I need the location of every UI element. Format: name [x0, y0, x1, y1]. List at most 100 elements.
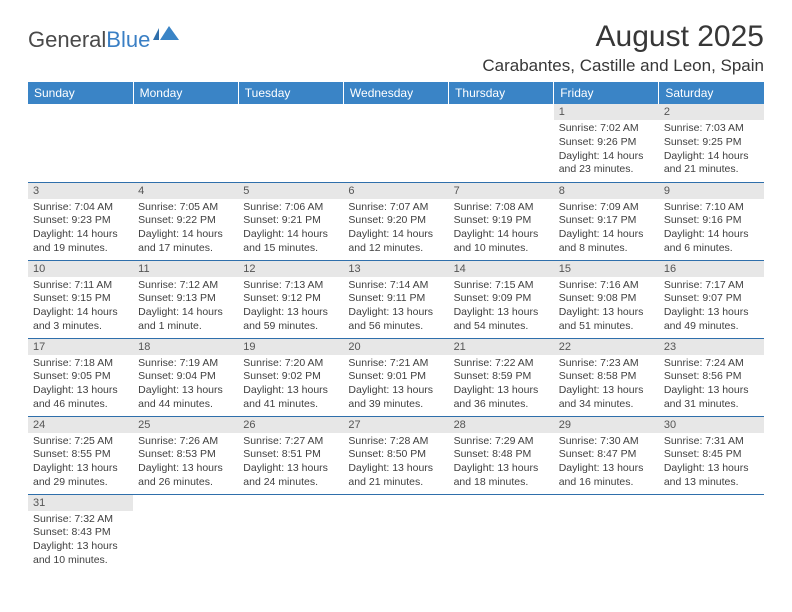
logo-flag-icon [153, 26, 179, 44]
logo-text-2: Blue [106, 27, 150, 53]
daylight-text: Daylight: 13 hours and 24 minutes. [243, 462, 338, 489]
sunrise-text: Sunrise: 7:22 AM [454, 357, 549, 371]
daylight-text: Daylight: 13 hours and 34 minutes. [559, 384, 654, 411]
sunset-text: Sunset: 9:19 PM [454, 214, 549, 228]
sunrise-text: Sunrise: 7:18 AM [33, 357, 128, 371]
day-number: 11 [133, 261, 238, 277]
day-details: Sunrise: 7:02 AMSunset: 9:26 PMDaylight:… [554, 120, 659, 180]
day-number: 29 [554, 417, 659, 433]
day-number: 30 [659, 417, 764, 433]
daylight-text: Daylight: 13 hours and 10 minutes. [33, 540, 128, 567]
calendar-cell: 23Sunrise: 7:24 AMSunset: 8:56 PMDayligh… [659, 338, 764, 416]
day-number: 9 [659, 183, 764, 199]
day-details: Sunrise: 7:20 AMSunset: 9:02 PMDaylight:… [238, 355, 343, 415]
calendar-cell: 21Sunrise: 7:22 AMSunset: 8:59 PMDayligh… [449, 338, 554, 416]
calendar-cell: 11Sunrise: 7:12 AMSunset: 9:13 PMDayligh… [133, 260, 238, 338]
header: GeneralBlue August 2025 Carabantes, Cast… [28, 20, 764, 76]
day-details: Sunrise: 7:26 AMSunset: 8:53 PMDaylight:… [133, 433, 238, 493]
calendar-row: 24Sunrise: 7:25 AMSunset: 8:55 PMDayligh… [28, 416, 764, 494]
day-number: 17 [28, 339, 133, 355]
calendar-cell: .. [28, 104, 133, 182]
logo: GeneralBlue [28, 20, 179, 54]
day-details: Sunrise: 7:17 AMSunset: 9:07 PMDaylight:… [659, 277, 764, 337]
day-number: 10 [28, 261, 133, 277]
daylight-text: Daylight: 13 hours and 29 minutes. [33, 462, 128, 489]
sunrise-text: Sunrise: 7:04 AM [33, 201, 128, 215]
calendar-cell: 19Sunrise: 7:20 AMSunset: 9:02 PMDayligh… [238, 338, 343, 416]
daylight-text: Daylight: 14 hours and 23 minutes. [559, 150, 654, 177]
sunset-text: Sunset: 9:08 PM [559, 292, 654, 306]
day-number: 21 [449, 339, 554, 355]
calendar-cell: 26Sunrise: 7:27 AMSunset: 8:51 PMDayligh… [238, 416, 343, 494]
day-details: Sunrise: 7:22 AMSunset: 8:59 PMDaylight:… [449, 355, 554, 415]
daylight-text: Daylight: 14 hours and 21 minutes. [664, 150, 759, 177]
daylight-text: Daylight: 13 hours and 36 minutes. [454, 384, 549, 411]
daylight-text: Daylight: 14 hours and 10 minutes. [454, 228, 549, 255]
daylight-text: Daylight: 13 hours and 16 minutes. [559, 462, 654, 489]
sunset-text: Sunset: 9:13 PM [138, 292, 233, 306]
daylight-text: Daylight: 14 hours and 6 minutes. [664, 228, 759, 255]
calendar-row: 10Sunrise: 7:11 AMSunset: 9:15 PMDayligh… [28, 260, 764, 338]
day-number: 19 [238, 339, 343, 355]
day-details: Sunrise: 7:07 AMSunset: 9:20 PMDaylight:… [343, 199, 448, 259]
day-number: 7 [449, 183, 554, 199]
sunset-text: Sunset: 9:22 PM [138, 214, 233, 228]
calendar-cell: 18Sunrise: 7:19 AMSunset: 9:04 PMDayligh… [133, 338, 238, 416]
calendar-cell: 28Sunrise: 7:29 AMSunset: 8:48 PMDayligh… [449, 416, 554, 494]
weekday-header: Sunday [28, 82, 133, 104]
day-number: 20 [343, 339, 448, 355]
day-number: 4 [133, 183, 238, 199]
sunset-text: Sunset: 8:43 PM [33, 526, 128, 540]
calendar-cell: .. [449, 104, 554, 182]
day-details: Sunrise: 7:29 AMSunset: 8:48 PMDaylight:… [449, 433, 554, 493]
sunset-text: Sunset: 9:20 PM [348, 214, 443, 228]
month-title: August 2025 [482, 20, 764, 54]
day-number: 12 [238, 261, 343, 277]
sunset-text: Sunset: 8:47 PM [559, 448, 654, 462]
calendar-cell: 9Sunrise: 7:10 AMSunset: 9:16 PMDaylight… [659, 182, 764, 260]
calendar-page: GeneralBlue August 2025 Carabantes, Cast… [0, 0, 792, 582]
calendar-cell: .. [449, 494, 554, 572]
sunrise-text: Sunrise: 7:02 AM [559, 122, 654, 136]
sunset-text: Sunset: 9:26 PM [559, 136, 654, 150]
day-number: 5 [238, 183, 343, 199]
daylight-text: Daylight: 14 hours and 12 minutes. [348, 228, 443, 255]
day-details: Sunrise: 7:11 AMSunset: 9:15 PMDaylight:… [28, 277, 133, 337]
sunset-text: Sunset: 8:51 PM [243, 448, 338, 462]
day-details: Sunrise: 7:27 AMSunset: 8:51 PMDaylight:… [238, 433, 343, 493]
sunset-text: Sunset: 9:11 PM [348, 292, 443, 306]
calendar-cell: 24Sunrise: 7:25 AMSunset: 8:55 PMDayligh… [28, 416, 133, 494]
calendar-cell: .. [238, 104, 343, 182]
day-number: 3 [28, 183, 133, 199]
sunset-text: Sunset: 9:25 PM [664, 136, 759, 150]
calendar-cell: .. [133, 104, 238, 182]
calendar-cell: 27Sunrise: 7:28 AMSunset: 8:50 PMDayligh… [343, 416, 448, 494]
weekday-header: Thursday [449, 82, 554, 104]
day-number: 26 [238, 417, 343, 433]
weekday-header: Tuesday [238, 82, 343, 104]
calendar-cell: 12Sunrise: 7:13 AMSunset: 9:12 PMDayligh… [238, 260, 343, 338]
calendar-cell: .. [659, 494, 764, 572]
daylight-text: Daylight: 14 hours and 17 minutes. [138, 228, 233, 255]
weekday-header: Wednesday [343, 82, 448, 104]
daylight-text: Daylight: 14 hours and 1 minute. [138, 306, 233, 333]
sunrise-text: Sunrise: 7:07 AM [348, 201, 443, 215]
calendar-cell: 1Sunrise: 7:02 AMSunset: 9:26 PMDaylight… [554, 104, 659, 182]
sunset-text: Sunset: 9:12 PM [243, 292, 338, 306]
daylight-text: Daylight: 13 hours and 31 minutes. [664, 384, 759, 411]
daylight-text: Daylight: 13 hours and 54 minutes. [454, 306, 549, 333]
day-number: 2 [659, 104, 764, 120]
sunrise-text: Sunrise: 7:11 AM [33, 279, 128, 293]
calendar-table: SundayMondayTuesdayWednesdayThursdayFrid… [28, 82, 764, 572]
day-details: Sunrise: 7:31 AMSunset: 8:45 PMDaylight:… [659, 433, 764, 493]
calendar-cell: 2Sunrise: 7:03 AMSunset: 9:25 PMDaylight… [659, 104, 764, 182]
calendar-cell: 20Sunrise: 7:21 AMSunset: 9:01 PMDayligh… [343, 338, 448, 416]
daylight-text: Daylight: 13 hours and 18 minutes. [454, 462, 549, 489]
sunset-text: Sunset: 9:04 PM [138, 370, 233, 384]
calendar-cell: 30Sunrise: 7:31 AMSunset: 8:45 PMDayligh… [659, 416, 764, 494]
day-number: 27 [343, 417, 448, 433]
daylight-text: Daylight: 14 hours and 3 minutes. [33, 306, 128, 333]
calendar-cell: 4Sunrise: 7:05 AMSunset: 9:22 PMDaylight… [133, 182, 238, 260]
sunrise-text: Sunrise: 7:16 AM [559, 279, 654, 293]
sunrise-text: Sunrise: 7:17 AM [664, 279, 759, 293]
